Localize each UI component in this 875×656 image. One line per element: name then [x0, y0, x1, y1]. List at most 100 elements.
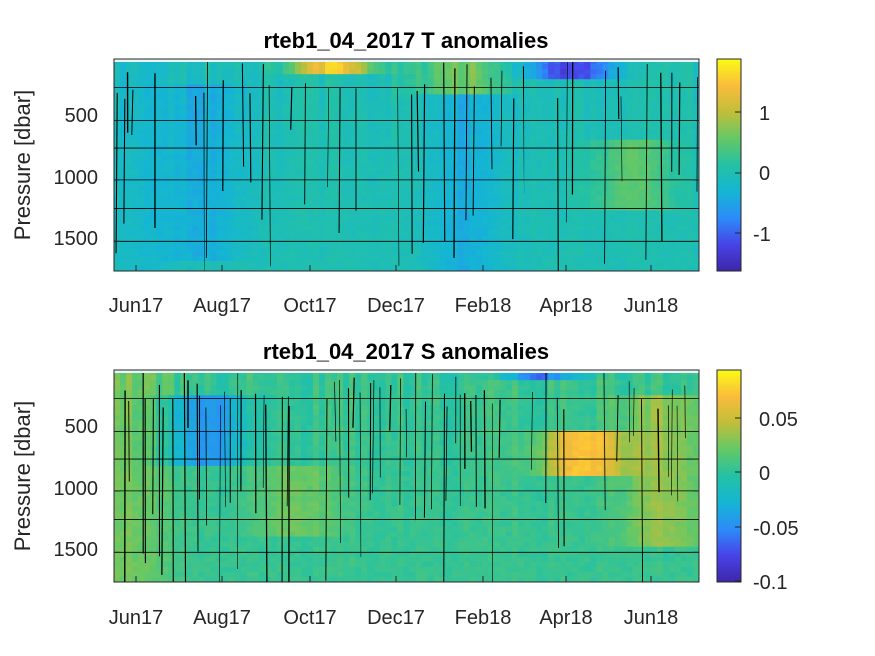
heatmap-cell: [451, 240, 459, 247]
heatmap-cell: [487, 190, 495, 196]
heatmap-cell: [668, 200, 676, 206]
heatmap-cell: [355, 154, 362, 161]
heatmap-cell: [132, 526, 139, 533]
heatmap-cell: [138, 84, 145, 90]
heatmap-cell: [168, 255, 175, 262]
heatmap-cell: [686, 149, 694, 156]
heatmap-cell: [270, 220, 278, 227]
heatmap-cell: [319, 89, 326, 95]
heatmap-cell: [518, 144, 525, 151]
heatmap-cell: [343, 124, 350, 131]
heatmap-cell: [240, 245, 248, 252]
heatmap-cell: [355, 185, 362, 191]
heatmap-cell: [518, 195, 525, 201]
heatmap-cell: [240, 149, 248, 156]
heatmap-cell: [439, 180, 447, 186]
heatmap-cell: [144, 84, 151, 90]
heatmap-cell: [306, 134, 314, 141]
heatmap-cell: [174, 210, 181, 217]
heatmap-cell: [560, 170, 567, 176]
heatmap-cell: [421, 165, 429, 171]
heatmap-cell: [174, 496, 181, 502]
heatmap-cell: [566, 119, 573, 126]
heatmap-cell: [686, 225, 694, 232]
heatmap-cell: [126, 255, 133, 262]
heatmap-cell: [138, 521, 145, 528]
heatmap-cell: [282, 129, 290, 136]
heatmap-cell: [198, 69, 206, 75]
heatmap-cell: [138, 89, 145, 95]
heatmap-cell: [620, 240, 628, 247]
heatmap-cell: [168, 190, 175, 196]
contour-line: [557, 98, 559, 271]
heatmap-cell: [584, 69, 592, 75]
heatmap-cell: [228, 265, 236, 271]
heatmap-cell: [662, 185, 670, 191]
heatmap-cell: [530, 84, 537, 90]
heatmap-cell: [506, 74, 513, 80]
heatmap-cell: [126, 531, 133, 538]
heatmap-cell: [397, 134, 405, 141]
heatmap-cell: [409, 114, 417, 121]
heatmap-cell: [144, 501, 151, 507]
heatmap-cell: [300, 79, 308, 85]
heatmap-cell: [391, 175, 399, 181]
heatmap-cell: [524, 195, 531, 201]
heatmap-cell: [306, 250, 314, 257]
heatmap-cell: [150, 225, 157, 232]
heatmap-cell: [512, 84, 519, 90]
heatmap-cell: [186, 430, 193, 437]
heatmap-cell: [192, 149, 200, 156]
heatmap-cell: [234, 165, 242, 171]
heatmap-cell: [138, 491, 145, 497]
heatmap-cell: [132, 139, 139, 146]
heatmap-cell: [120, 144, 127, 151]
heatmap-cell: [228, 104, 236, 111]
heatmap-cell: [421, 79, 429, 85]
heatmap-cell: [451, 230, 459, 237]
heatmap-cell: [590, 114, 598, 121]
heatmap-cell: [554, 265, 561, 271]
heatmap-cell: [668, 185, 676, 191]
heatmap-cell: [192, 470, 200, 477]
heatmap-cell: [680, 240, 688, 247]
heatmap-cell: [319, 144, 326, 151]
heatmap-cell: [632, 94, 640, 100]
heatmap-cell: [126, 210, 133, 217]
heatmap-cell: [325, 235, 332, 242]
heatmap-cell: [120, 405, 127, 411]
heatmap-cell: [493, 104, 501, 111]
heatmap-cell: [427, 119, 435, 126]
heatmap-cell: [132, 74, 139, 80]
heatmap-cell: [216, 571, 224, 578]
heatmap-cell: [487, 200, 495, 206]
heatmap-cell: [524, 114, 531, 121]
heatmap-cell: [457, 215, 465, 222]
contour-line: [123, 98, 126, 224]
heatmap-cell: [174, 114, 181, 121]
heatmap-cell: [439, 134, 447, 141]
heatmap-cell: [367, 265, 374, 271]
heatmap-cell: [481, 89, 489, 95]
heatmap-cell: [186, 195, 193, 201]
heatmap-cell: [608, 144, 616, 151]
heatmap-cell: [300, 114, 308, 121]
heatmap-cell: [650, 64, 658, 70]
heatmap-cell: [186, 265, 193, 271]
heatmap-cell: [114, 531, 121, 538]
heatmap-cell: [403, 124, 411, 131]
heatmap-cell: [126, 94, 133, 100]
heatmap-cell: [469, 119, 477, 126]
heatmap-cell: [457, 159, 465, 166]
heatmap-cell: [192, 445, 200, 452]
heatmap-cell: [210, 410, 218, 417]
heatmap-cell: [126, 200, 133, 206]
heatmap-cell: [306, 245, 314, 252]
heatmap-cell: [204, 541, 212, 548]
heatmap-cell: [439, 119, 447, 126]
heatmap-cell: [204, 561, 212, 568]
heatmap-cell: [192, 531, 200, 538]
heatmap-cell: [608, 134, 616, 141]
heatmap-cell: [686, 129, 694, 136]
heatmap-cell: [614, 134, 622, 141]
